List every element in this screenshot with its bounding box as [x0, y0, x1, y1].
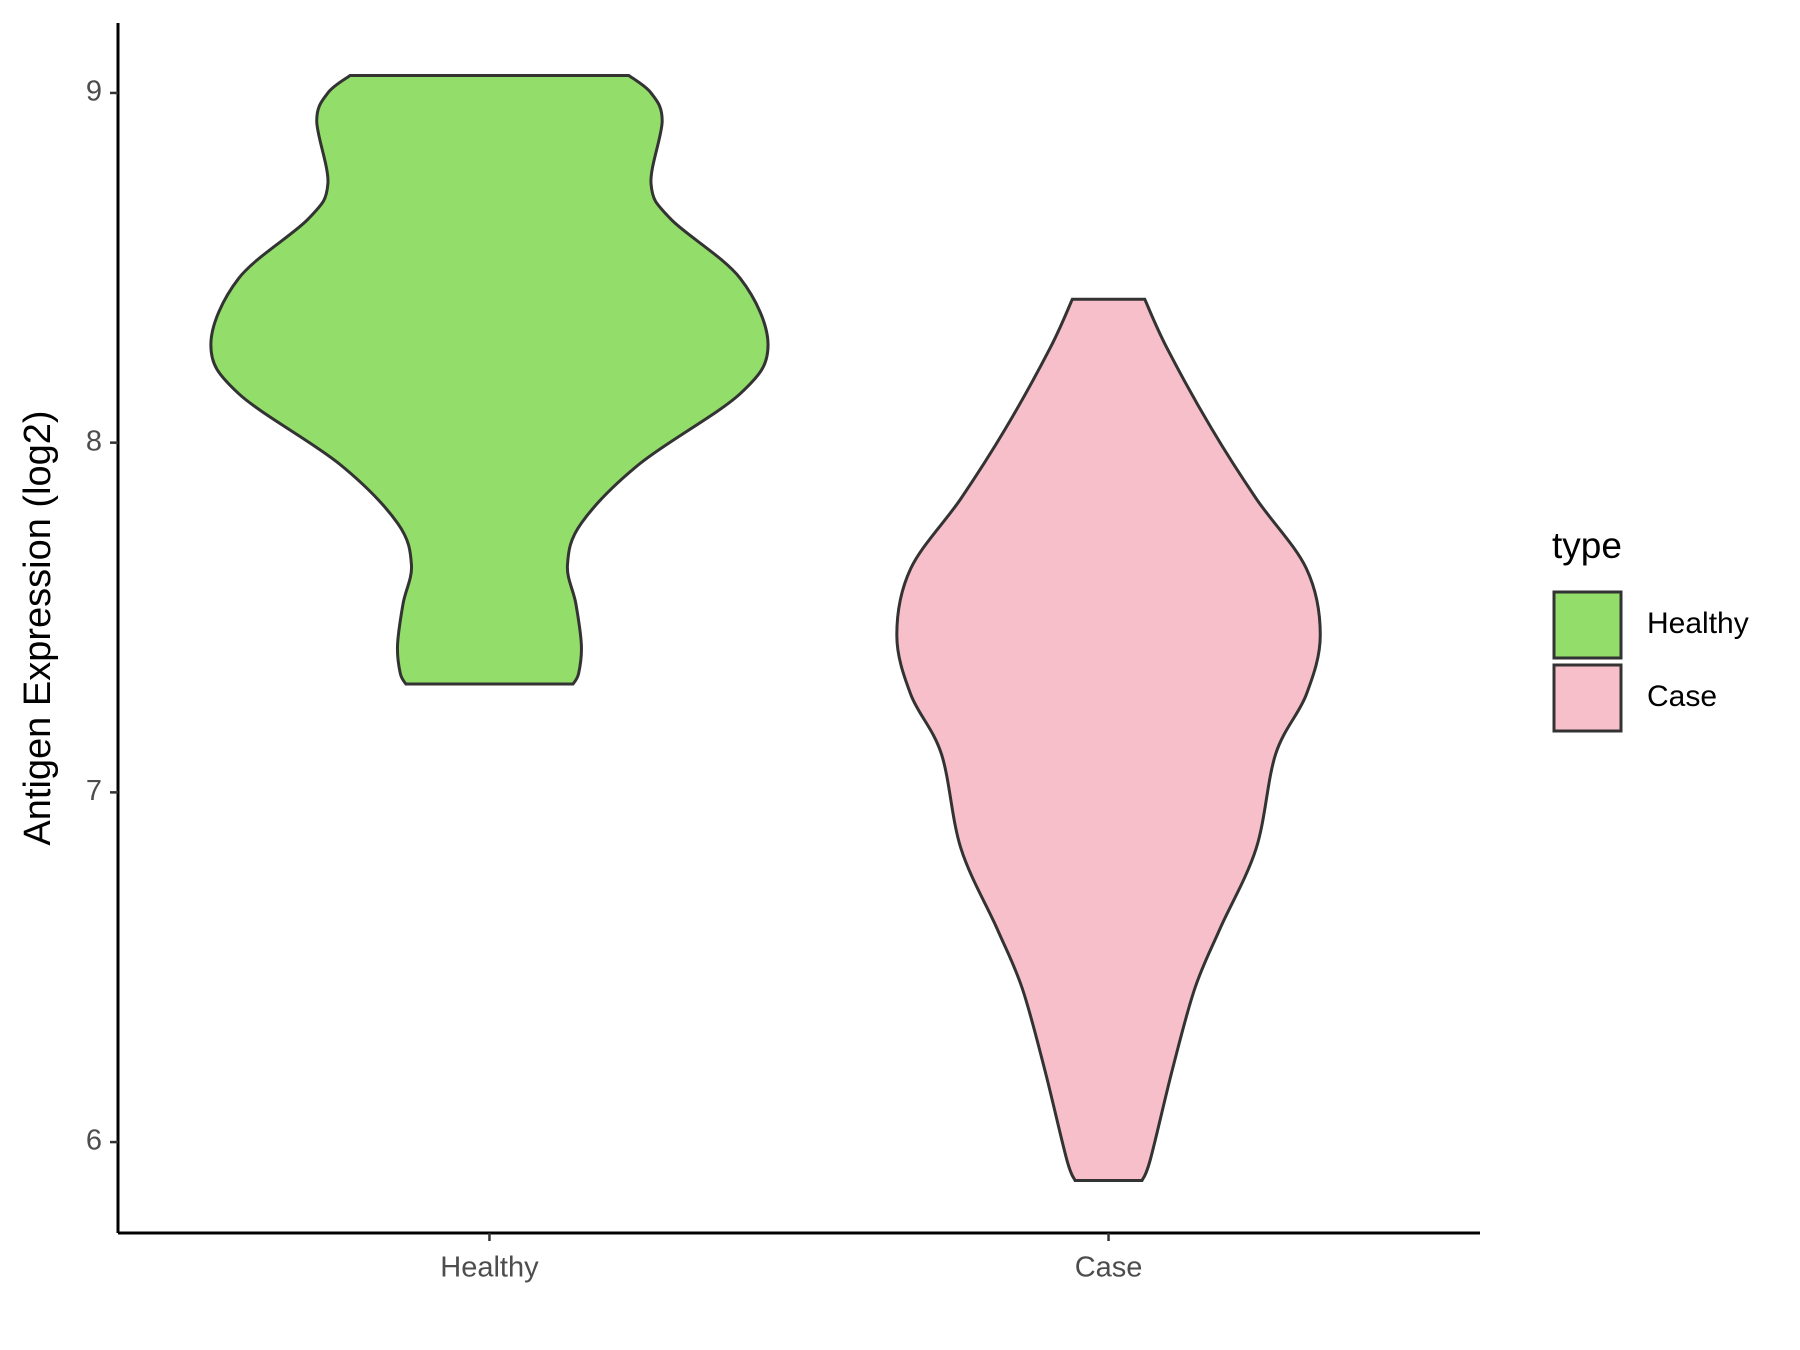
violin [895, 297, 1322, 1183]
legend-label: Healthy [1647, 607, 1749, 640]
x-tick-label: Healthy [440, 1252, 539, 1284]
y-axis-title: Antigen Expression (log2) [17, 410, 59, 845]
y-tick-label: 8 [86, 425, 102, 457]
y-tick-label: 9 [86, 76, 102, 108]
y-tick-label: 6 [86, 1125, 102, 1157]
legend-key [1552, 590, 1623, 660]
legend-title: type [1552, 525, 1622, 566]
legend-key [1552, 663, 1623, 733]
legend-label: Case [1647, 680, 1717, 713]
y-tick-label: 7 [86, 775, 102, 807]
x-tick-label: Case [1075, 1252, 1143, 1284]
violin [209, 73, 770, 686]
